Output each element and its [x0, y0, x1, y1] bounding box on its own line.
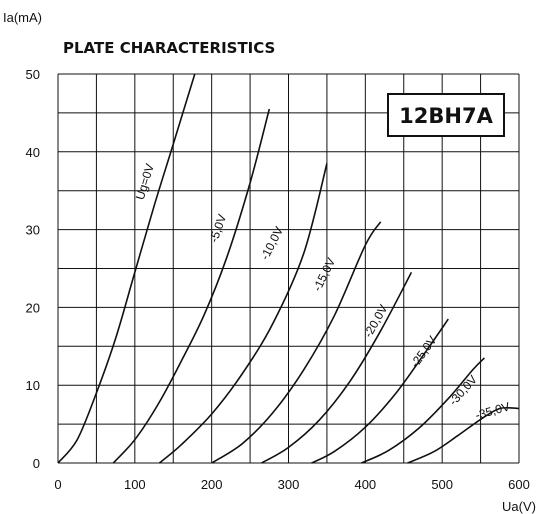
plate-curve-3	[211, 221, 382, 464]
x-tick-label: 400	[354, 477, 376, 492]
plate-curve-7	[407, 406, 520, 464]
curve-label: -5,0V	[207, 212, 230, 244]
plate-curve-1	[112, 108, 271, 464]
y-tick-label: 50	[26, 67, 40, 82]
tube-type-label: 12BH7A	[399, 104, 493, 128]
x-tick-label: 100	[124, 477, 146, 492]
plate-curve-0	[57, 73, 196, 464]
y-tick-label: 0	[33, 456, 40, 471]
x-tick-labels: 0 100 200 300 400 500 600	[54, 477, 529, 492]
plate-curve-5	[311, 318, 449, 464]
y-tick-label: 30	[26, 223, 40, 238]
x-tick-label: 0	[54, 477, 61, 492]
y-tick-labels: 0 10 20 30 40 50	[26, 67, 40, 471]
plate-curves	[57, 73, 520, 464]
plate-curve-4	[261, 272, 413, 464]
plate-curve-2	[158, 163, 328, 464]
curve-label: -25,0V	[408, 333, 440, 370]
x-axis-label: Ua(V)	[502, 499, 536, 514]
x-tick-label: 600	[508, 477, 530, 492]
curve-labels: Ug=0V-5,0V -10,0V-15,0V-20,0V-25,0V-30,0V…	[133, 162, 512, 422]
y-tick-label: 40	[26, 145, 40, 160]
tube-type-badge: 12BH7A	[387, 93, 505, 137]
plate-curve-6	[361, 357, 485, 464]
curve-label: -35,0V	[474, 399, 512, 422]
chart-title: PLATE CHARACTERISTICS	[63, 39, 275, 57]
x-tick-label: 300	[278, 477, 300, 492]
x-tick-label: 500	[431, 477, 453, 492]
curve-label: -30,0V	[446, 372, 480, 408]
y-axis-label: Ia(mA)	[3, 10, 42, 25]
curve-label: Ug=0V	[133, 162, 157, 201]
y-tick-label: 10	[26, 378, 40, 393]
y-tick-label: 20	[26, 300, 40, 315]
curve-label: -15,0V	[310, 256, 338, 294]
x-tick-label: 200	[201, 477, 223, 492]
